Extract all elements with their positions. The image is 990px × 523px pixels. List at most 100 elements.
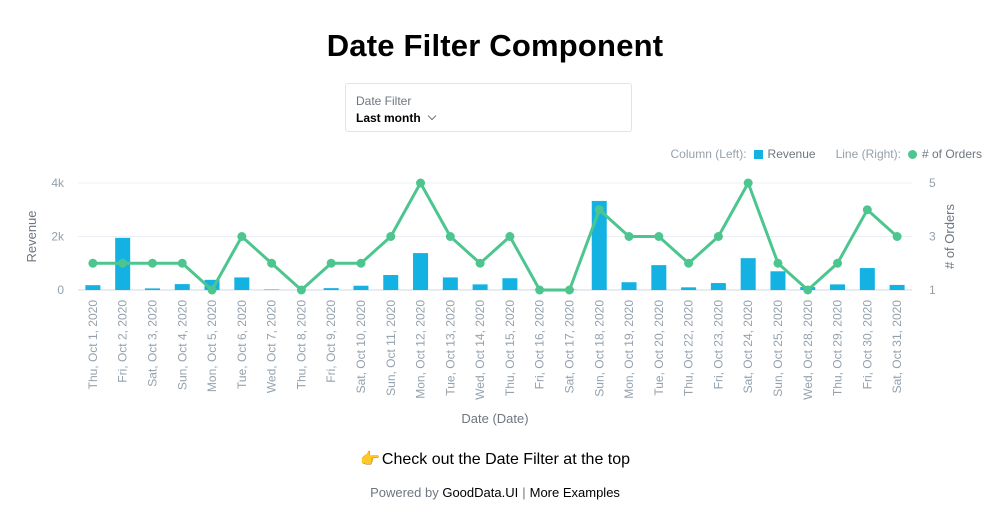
- orders-point: [326, 258, 336, 268]
- x-tick-label: Sat, Oct 24, 2020: [741, 300, 755, 394]
- orders-point: [862, 205, 872, 215]
- x-tick-label: Sat, Oct 17, 2020: [562, 300, 576, 394]
- x-tick-label: Wed, Oct 7, 2020: [265, 300, 279, 393]
- orders-point: [147, 258, 157, 268]
- orders-point: [564, 285, 574, 295]
- orders-point: [267, 258, 277, 268]
- revenue-bar: [323, 288, 339, 290]
- orders-point: [803, 285, 813, 295]
- chevron-down-icon: [427, 111, 436, 121]
- combo-chart: 0 2k 4k 1 3 5 Revenue # of Orders Date (Date) Thu…: [24, 176, 957, 426]
- orders-point: [475, 258, 485, 268]
- x-tick-label: Fri, Oct 16, 2020: [533, 300, 547, 390]
- revenue-bar: [770, 271, 786, 290]
- revenue-bar: [740, 258, 756, 290]
- orders-point: [296, 285, 306, 295]
- pointing-hand-icon: 👉: [359, 451, 380, 468]
- chart-legend: Column (Left): Revenue Line (Right): # o…: [671, 147, 982, 161]
- revenue-bar: [264, 289, 280, 290]
- x-tick-label: Sun, Oct 4, 2020: [175, 300, 189, 390]
- x-tick-label: Wed, Oct 14, 2020: [473, 300, 487, 400]
- x-tick-label: Fri, Oct 23, 2020: [711, 300, 725, 390]
- orders-point: [505, 232, 515, 241]
- y-tick-label: 2k: [51, 230, 65, 244]
- legend-bar-swatch-icon: [753, 149, 763, 159]
- x-tick-label: Sat, Oct 3, 2020: [145, 300, 159, 387]
- x-tick-label: Mon, Oct 19, 2020: [622, 300, 636, 399]
- x-tick-label: Sun, Oct 25, 2020: [771, 300, 785, 397]
- revenue-bar: [889, 284, 905, 290]
- x-tick-label: Thu, Oct 8, 2020: [294, 300, 308, 390]
- x-tick-label: Fri, Oct 9, 2020: [324, 300, 338, 383]
- x-tick-label: Fri, Oct 2, 2020: [116, 300, 130, 383]
- revenue-bar: [174, 284, 190, 290]
- orders-line: [92, 181, 899, 292]
- x-tick-label: Thu, Oct 29, 2020: [831, 300, 845, 396]
- x-tick-label: Wed, Oct 28, 2020: [801, 300, 815, 400]
- legend-left-name: Revenue: [767, 147, 816, 161]
- x-tick-label: Sun, Oct 11, 2020: [384, 300, 398, 396]
- revenue-bar: [85, 285, 101, 290]
- gooddata-link[interactable]: GoodData.UI: [442, 485, 519, 500]
- revenue-bar: [651, 265, 667, 290]
- y2-tick-label: 3: [929, 230, 936, 244]
- y-tick-label: 0: [57, 283, 64, 297]
- orders-point: [594, 205, 604, 215]
- revenue-bar: [383, 275, 399, 290]
- revenue-bar: [710, 283, 726, 290]
- x-tick-label: Tue, Oct 6, 2020: [235, 300, 249, 389]
- orders-point: [743, 178, 753, 188]
- revenue-bar: [442, 277, 458, 290]
- cta-text: Check out the Date Filter at the top: [381, 451, 631, 468]
- x-tick-label: Fri, Oct 30, 2020: [860, 300, 874, 390]
- revenue-bar: [204, 279, 220, 290]
- legend-revenue[interactable]: Column (Left): Revenue: [671, 147, 816, 161]
- orders-point: [654, 232, 664, 241]
- date-filter-label: Date Filter: [356, 94, 412, 108]
- legend-right-prefix: Line (Right):: [835, 147, 901, 161]
- revenue-bar: [621, 282, 637, 290]
- orders-point: [773, 258, 783, 268]
- orders-point: [88, 258, 98, 268]
- footer: Powered by GoodData.UI | More Examples: [0, 485, 990, 500]
- y2-tick-label: 1: [929, 283, 936, 297]
- revenue-bar: [144, 288, 160, 290]
- more-examples-link[interactable]: More Examples: [529, 485, 620, 500]
- revenue-bar: [830, 284, 846, 290]
- x-tick-label: Sat, Oct 31, 2020: [890, 300, 904, 394]
- legend-orders[interactable]: Line (Right): # of Orders: [836, 147, 982, 161]
- orders-point: [892, 232, 902, 241]
- revenue-bar: [681, 287, 697, 290]
- date-filter-value: Last month: [356, 111, 421, 125]
- orders-point: [833, 258, 843, 268]
- y-axis-title: Revenue: [24, 210, 39, 262]
- orders-point: [416, 178, 426, 188]
- revenue-bar: [472, 284, 488, 290]
- x-tick-label: Thu, Oct 15, 2020: [503, 300, 517, 396]
- legend-left-prefix: Column (Left):: [670, 147, 747, 161]
- orders-point: [684, 258, 694, 268]
- orders-point: [445, 232, 455, 241]
- y2-tick-label: 5: [929, 176, 936, 190]
- orders-point: [177, 258, 187, 268]
- orders-point: [118, 258, 128, 268]
- orders-point: [237, 232, 247, 241]
- orders-point: [386, 232, 396, 241]
- x-tick-label: Sat, Oct 10, 2020: [354, 300, 368, 394]
- orders-point: [624, 232, 634, 241]
- x-axis-title: Date (Date): [461, 411, 528, 426]
- date-filter-dropdown[interactable]: Date Filter Last month: [345, 83, 632, 132]
- footer-separator: |: [522, 485, 526, 500]
- orders-point: [535, 285, 545, 295]
- legend-right-name: # of Orders: [921, 147, 982, 161]
- legend-line-swatch-icon: [907, 149, 917, 159]
- orders-point: [713, 232, 723, 241]
- revenue-bar: [502, 278, 518, 290]
- revenue-bar: [413, 253, 429, 290]
- revenue-bar: [353, 285, 369, 290]
- x-tick-label: Tue, Oct 20, 2020: [652, 300, 666, 396]
- x-tick-label: Sun, Oct 18, 2020: [592, 300, 606, 397]
- x-tick-label: Mon, Oct 5, 2020: [205, 300, 219, 392]
- x-tick-label: Mon, Oct 12, 2020: [414, 300, 428, 399]
- y-tick-label: 4k: [51, 176, 65, 190]
